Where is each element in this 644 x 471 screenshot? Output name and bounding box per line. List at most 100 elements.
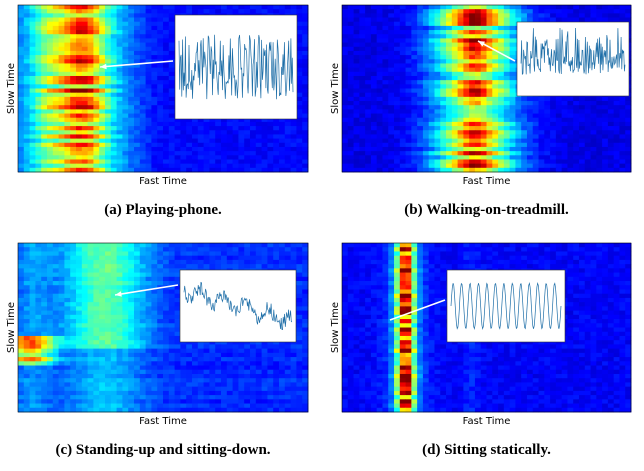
heatmap-cell (35, 88, 42, 94)
heatmap-cell (602, 142, 609, 148)
heatmap-cell (99, 163, 106, 169)
heatmap-cell (58, 84, 65, 89)
heatmap-cell (157, 109, 164, 114)
heatmap-cell (99, 268, 106, 273)
heatmap-cell (163, 105, 170, 110)
heatmap-cell (145, 55, 152, 60)
heatmap-cell (105, 126, 112, 131)
heatmap-cell (365, 113, 372, 119)
heatmap-cell (52, 25, 59, 31)
heatmap-cell (474, 17, 482, 23)
heatmap-cell (29, 281, 36, 286)
heatmap-cell (70, 167, 77, 173)
heatmap-cell (87, 38, 94, 43)
heatmap-cell (145, 272, 152, 278)
heatmap-cell (128, 247, 135, 252)
heatmap-cell (619, 138, 626, 144)
heatmap-cell (613, 101, 620, 106)
heatmap-cell (163, 88, 170, 94)
heatmap-cell (99, 281, 106, 286)
heatmap-cell (174, 255, 181, 261)
heatmap-cell (394, 126, 401, 131)
heatmap-cell (370, 25, 378, 31)
heatmap-cell (394, 30, 401, 35)
heatmap-cell (157, 9, 164, 14)
heatmap-cell (509, 101, 516, 106)
heatmap-cell (110, 30, 117, 35)
heatmap-cell (422, 75, 430, 81)
heatmap-cell (168, 109, 175, 114)
heatmap-cell (555, 9, 563, 14)
heatmap-cell (105, 80, 112, 85)
heatmap-cell (544, 5, 551, 10)
heatmap-cell (515, 121, 522, 127)
heatmap-cell (93, 5, 100, 10)
heatmap-cell (359, 25, 366, 31)
heatmap-cell (279, 121, 286, 127)
heatmap-cell (226, 126, 233, 131)
heatmap-cell (486, 84, 493, 89)
heatmap-cell (151, 21, 158, 27)
heatmap-cell (284, 251, 291, 257)
heatmap-cell (279, 146, 286, 152)
heatmap-cell (261, 167, 268, 173)
heatmap-cell (370, 155, 378, 160)
heatmap-cell (238, 9, 245, 14)
heatmap-cell (417, 92, 424, 98)
heatmap-cell (417, 75, 424, 81)
heatmap-cell (376, 105, 383, 110)
heatmap-cell (110, 289, 117, 295)
heatmap-cell (122, 167, 129, 173)
heatmap-cell (388, 109, 395, 114)
heatmap-cell (250, 243, 257, 248)
heatmap-cell (238, 151, 245, 156)
heatmap-cell (463, 25, 470, 31)
heatmap-cell (296, 268, 303, 273)
heatmap-cell (116, 88, 123, 94)
heatmap-cell (492, 142, 499, 148)
heatmap-cell (81, 323, 88, 328)
heatmap-cell (463, 55, 470, 60)
heatmap-cell (145, 96, 152, 102)
heatmap-cell (47, 272, 54, 278)
heatmap-cell (64, 323, 71, 328)
heatmap-cell (451, 92, 458, 98)
heatmap-cell (168, 146, 175, 152)
heatmap-cell (469, 50, 476, 56)
heatmap-cell (376, 17, 383, 23)
heatmap-cell (47, 276, 54, 282)
heatmap-cell (116, 323, 123, 328)
heatmap-cell (555, 109, 563, 114)
heatmap-cell (139, 151, 146, 156)
heatmap-cell (521, 113, 528, 119)
heatmap-cell (353, 146, 360, 152)
heatmap-cell (226, 243, 233, 248)
heatmap-cell (41, 268, 48, 273)
heatmap-cell (486, 130, 493, 135)
heatmap-cell (376, 92, 383, 98)
heatmap-cell (122, 289, 129, 295)
heatmap-cell (168, 268, 175, 273)
heatmap-cell (613, 109, 620, 114)
heatmap-cell (469, 13, 476, 18)
heatmap-cell (509, 67, 516, 73)
heatmap-cell (18, 17, 25, 23)
heatmap-cell (128, 155, 135, 160)
heatmap-cell (428, 59, 435, 64)
heatmap-cell (480, 109, 487, 114)
heatmap-cell (116, 59, 123, 64)
heatmap-cell (215, 163, 222, 169)
heatmap-cell (134, 272, 141, 278)
heatmap-cell (486, 75, 493, 81)
heatmap-cell (58, 243, 65, 248)
heatmap-cell (382, 13, 389, 18)
heatmap-cell (273, 259, 280, 265)
heatmap-cell (503, 13, 511, 18)
heatmap-cell (365, 138, 372, 144)
heatmap-cell (342, 96, 349, 102)
heatmap-cell (619, 117, 626, 123)
heatmap-cell (203, 9, 210, 14)
heatmap-cell (273, 155, 280, 160)
heatmap-cell (93, 138, 100, 144)
heatmap-cell (134, 146, 141, 152)
